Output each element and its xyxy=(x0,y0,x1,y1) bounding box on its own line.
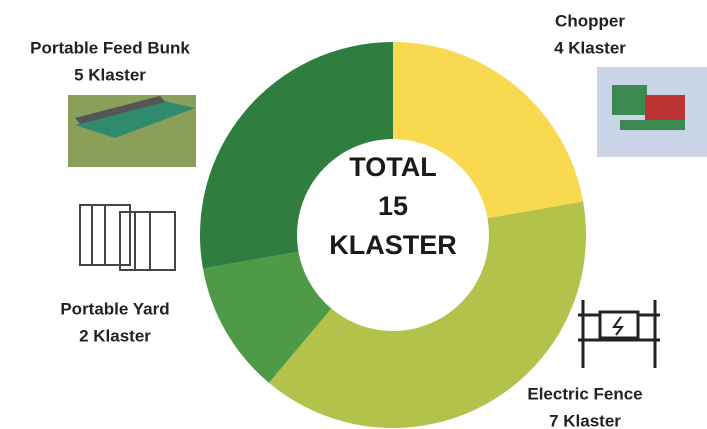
center-label: TOTAL xyxy=(349,152,437,182)
value-label: 4 Klaster xyxy=(554,38,626,57)
category-label: Portable Feed Bunk xyxy=(30,38,190,57)
portable-yard-picture xyxy=(79,204,176,271)
category-label: Electric Fence xyxy=(527,384,642,403)
value-label: 2 Klaster xyxy=(79,326,151,345)
category-label: Chopper xyxy=(555,11,625,30)
donut-segment xyxy=(393,42,584,219)
value-label: 7 Klaster xyxy=(549,411,621,429)
donut-segment xyxy=(200,42,393,269)
category-label: Portable Yard xyxy=(60,299,169,318)
donut-segment xyxy=(202,251,332,383)
feed-bunk-picture xyxy=(68,95,196,167)
value-label: 5 Klaster xyxy=(74,65,146,84)
donut xyxy=(200,42,586,428)
center-unit: KLASTER xyxy=(329,230,457,260)
donut-segment xyxy=(268,201,586,428)
chopper-picture xyxy=(597,67,707,157)
center-total: 15 xyxy=(378,191,408,221)
electric-fence-icon xyxy=(578,300,660,368)
